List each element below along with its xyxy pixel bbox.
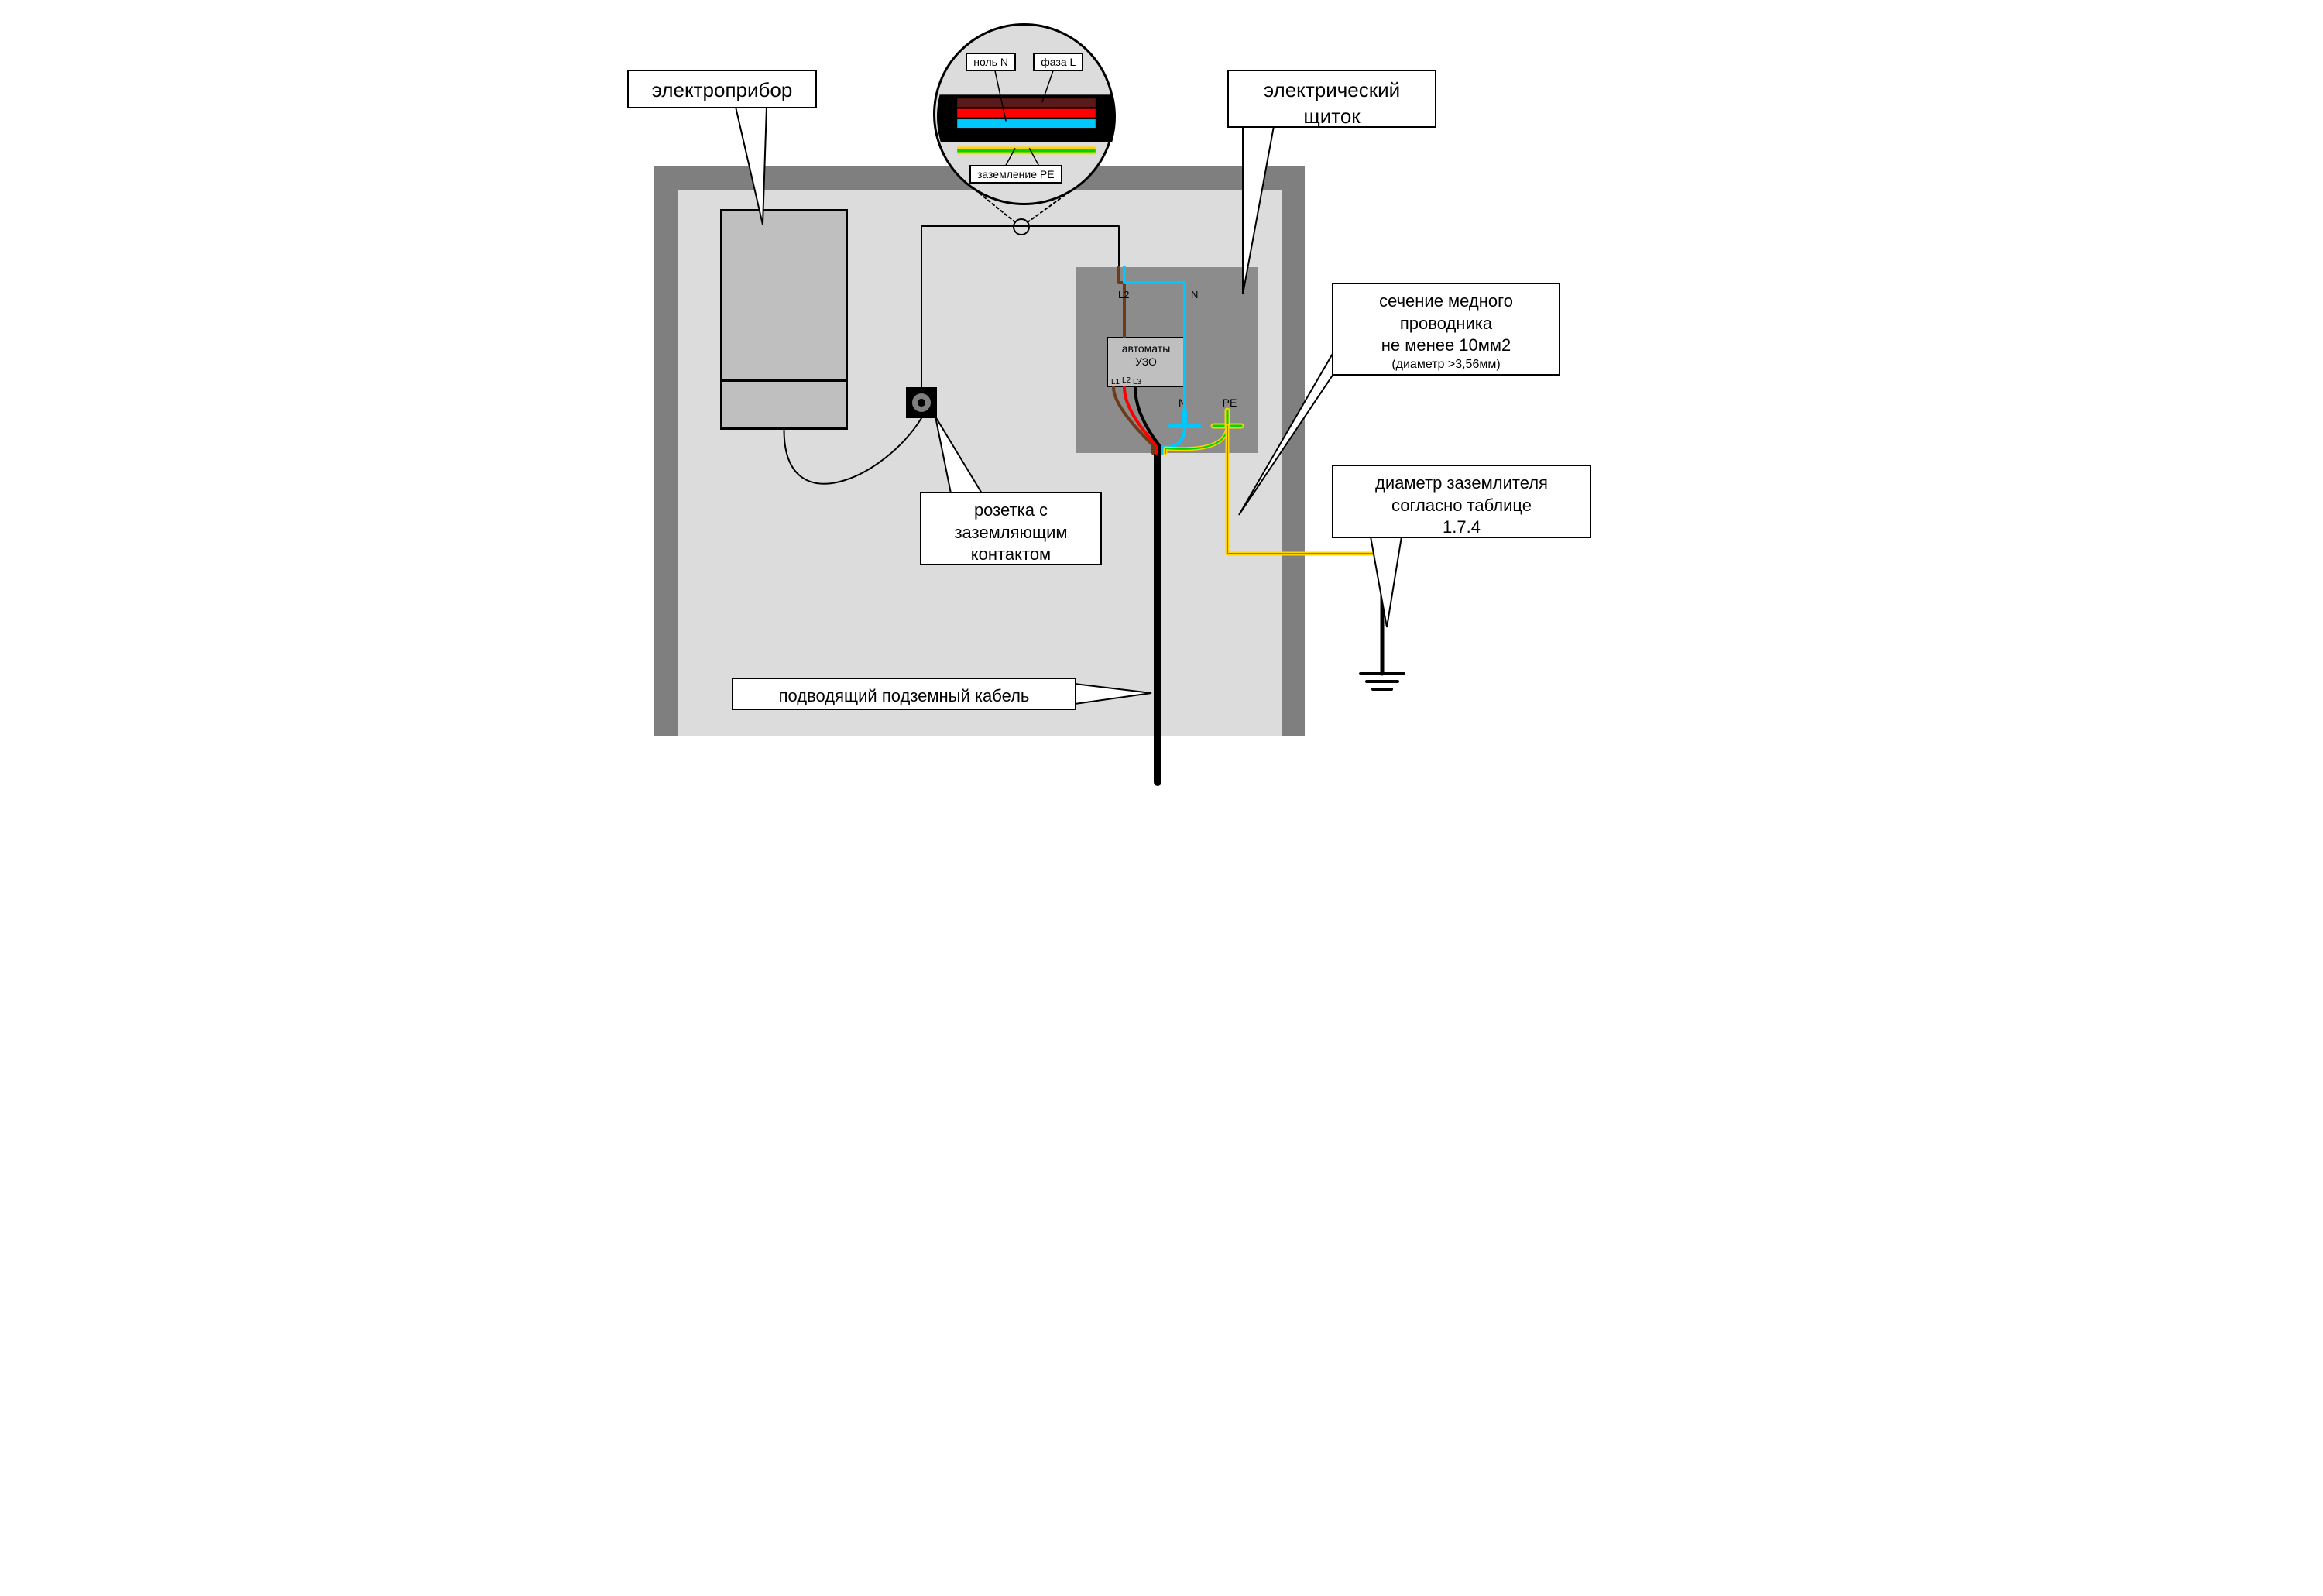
callout-copper-text: сечение медного проводника не менее 10мм… (1346, 290, 1546, 357)
svg-text:N: N (1191, 289, 1198, 300)
svg-text:L3: L3 (1133, 378, 1142, 386)
diagram-canvas: автоматы УЗО NPEL2NL1L2L3 электроприбор … (581, 0, 1742, 798)
svg-text:PE: PE (1223, 396, 1237, 409)
callout-copper: сечение медного проводника не менее 10мм… (1332, 283, 1560, 376)
magnifier-label: ноль N (966, 53, 1016, 71)
callout-socket: розетка с заземляющим контактом (920, 492, 1102, 565)
callout-ground: диаметр заземлителя согласно таблице 1.7… (1332, 465, 1591, 538)
callout-copper-sub: (диаметр >3,56мм) (1346, 357, 1546, 373)
svg-text:L1: L1 (1111, 378, 1120, 386)
svg-text:L2: L2 (1122, 376, 1131, 385)
callout-panel-text: электрический щиток (1264, 78, 1400, 128)
callout-appliance: электроприбор (627, 70, 817, 108)
callout-appliance-text: электроприбор (652, 78, 793, 101)
callout-cable: подводящий подземный кабель (732, 678, 1076, 710)
callout-ground-text: диаметр заземлителя согласно таблице 1.7… (1375, 473, 1548, 537)
magnifier-label: фаза L (1033, 53, 1083, 71)
callout-socket-text: розетка с заземляющим контактом (954, 500, 1067, 564)
magnifier-label: заземление PE (969, 165, 1062, 184)
callout-cable-text: подводящий подземный кабель (779, 686, 1030, 705)
callout-panel: электрический щиток (1227, 70, 1436, 128)
svg-text:L2: L2 (1118, 289, 1129, 300)
